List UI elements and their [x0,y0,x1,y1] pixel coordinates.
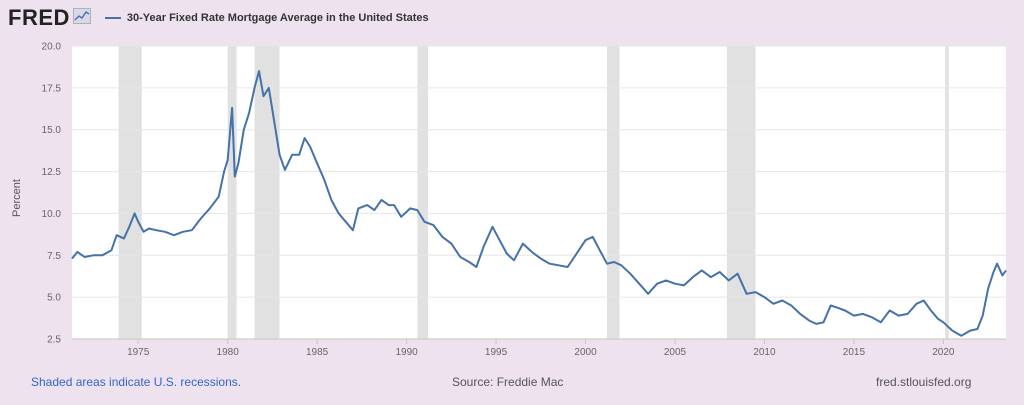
recession-band [118,46,142,339]
x-tick-label: 1985 [306,347,329,358]
site-link[interactable]: fred.stlouisfed.org [876,375,972,389]
y-tick-label: 7.5 [47,251,61,262]
x-tick-label: 1990 [395,347,418,358]
x-tick-label: 1980 [217,347,240,358]
y-tick-label: 15.0 [42,125,62,136]
x-tick-label: 2000 [574,347,597,358]
y-tick-label: 12.5 [42,167,62,178]
y-tick-label: 2.5 [47,335,61,346]
x-tick-label: 2020 [932,347,955,358]
fred-logo-graph-icon [72,7,91,29]
legend-series-label[interactable]: 30-Year Fixed Rate Mortgage Average in t… [126,12,429,24]
x-tick-label: 2005 [664,347,687,358]
recession-band [606,46,620,339]
series-line[interactable] [71,70,1007,337]
x-tick-label: 1975 [127,347,150,358]
chart-legend: 30-Year Fixed Rate Mortgage Average in t… [104,12,429,24]
y-tick-label: 17.5 [42,83,62,94]
recession-band [417,46,429,339]
x-tick-label: 2015 [843,347,866,358]
x-tick-label: 2010 [753,347,776,358]
x-tick-label: 1995 [485,347,508,358]
y-tick-label: 5.0 [47,293,61,304]
chart-header: FRED 30-Year Fixed Rate Mortgage Average… [8,6,429,30]
recession-note-link[interactable]: Shaded areas indicate U.S. recessions. [31,375,242,389]
fred-logo[interactable]: FRED [8,5,70,30]
y-tick-label: 10.0 [42,209,62,220]
recession-band [227,46,237,339]
recession-band [726,46,756,339]
recession-band [254,46,280,339]
y-tick-label: 20.0 [42,42,62,53]
source-label: Source: Freddie Mac [452,375,564,389]
recession-band [945,46,949,339]
plot-area [72,46,1006,339]
y-axis-label: Percent [11,179,23,217]
legend-swatch [104,17,121,19]
